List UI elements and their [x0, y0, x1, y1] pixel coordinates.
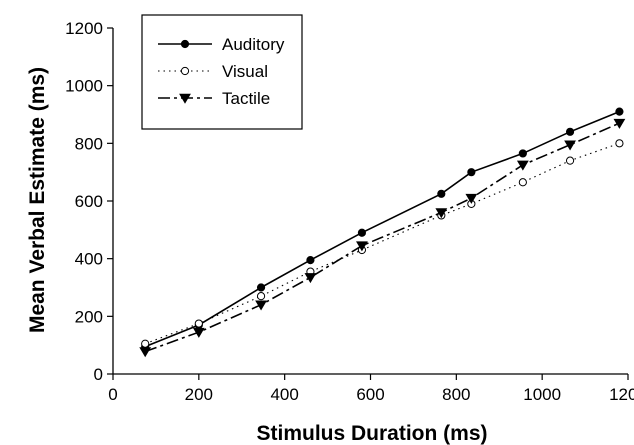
data-point-tactile — [564, 140, 576, 151]
series-line-auditory — [144, 110, 620, 348]
y-tick-label: 200 — [75, 307, 103, 326]
data-point-tactile — [304, 273, 317, 284]
data-point-visual — [615, 139, 624, 148]
data-point-visual — [141, 339, 150, 348]
data-point-auditory — [256, 283, 266, 292]
legend-label-tactile: Tactile — [222, 89, 270, 108]
series-line-tactile — [144, 122, 620, 353]
x-tick-label: 600 — [356, 385, 384, 404]
legend-marker-visual — [180, 66, 190, 76]
axes: 0 200 400 600 800 1000 1200 0 200 400 600 800 1000 12… — [65, 19, 634, 404]
y-tick-label: 0 — [94, 365, 103, 384]
x-axis-title: Stimulus Duration (ms) — [256, 422, 487, 445]
y-axis-title: Mean Verbal Estimate (ms) — [26, 67, 49, 333]
data-point-auditory — [357, 228, 367, 237]
legend-box — [141, 14, 303, 130]
x-tick-label: 800 — [442, 385, 470, 404]
y-tick-label: 600 — [75, 192, 103, 211]
data-point-tactile — [139, 347, 152, 358]
series-tactile — [139, 118, 626, 358]
legend-marker-auditory — [180, 39, 190, 49]
data-point-tactile — [516, 160, 529, 171]
data-point-tactile — [465, 193, 478, 204]
data-point-visual — [518, 178, 527, 187]
data-point-auditory — [518, 149, 527, 158]
x-tick-label: 0 — [108, 385, 117, 404]
data-point-visual — [565, 156, 575, 165]
y-tick-label: 400 — [75, 250, 103, 269]
x-tick-label: 200 — [185, 385, 213, 404]
series-layer — [139, 107, 626, 358]
data-point-visual — [256, 292, 266, 301]
data-point-auditory — [306, 256, 315, 265]
y-tick-label: 800 — [75, 134, 103, 153]
y-tick-label: 1000 — [65, 77, 103, 96]
data-point-visual — [194, 319, 203, 328]
data-point-tactile — [255, 300, 267, 311]
x-tick-label: 1000 — [523, 385, 561, 404]
data-point-auditory — [467, 168, 476, 177]
data-point-tactile — [435, 208, 448, 219]
data-point-tactile — [356, 241, 368, 252]
legend-label-auditory: Auditory — [222, 35, 285, 54]
data-point-tactile — [192, 327, 205, 338]
legend: Auditory Visual Tactile — [141, 14, 303, 130]
x-tick-label: 1200 — [609, 385, 634, 404]
legend-label-visual: Visual — [222, 62, 268, 81]
data-point-auditory — [565, 127, 575, 136]
data-point-tactile — [613, 118, 626, 129]
legend-marker-tactile — [179, 93, 191, 104]
y-tick-label: 1200 — [65, 19, 103, 38]
data-point-auditory — [615, 107, 624, 116]
x-tick-label: 400 — [270, 385, 298, 404]
series-auditory — [141, 107, 624, 351]
data-point-auditory — [437, 189, 446, 198]
